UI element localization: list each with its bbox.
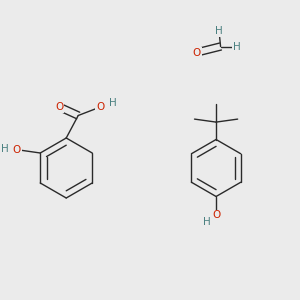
Text: H: H	[1, 143, 9, 154]
Text: O: O	[55, 102, 64, 112]
Text: O: O	[96, 102, 104, 112]
Text: H: H	[203, 217, 211, 227]
Text: H: H	[232, 41, 240, 52]
Text: O: O	[13, 145, 21, 155]
Text: O: O	[212, 210, 220, 220]
Text: O: O	[193, 47, 201, 58]
Text: H: H	[110, 98, 117, 109]
Text: H: H	[215, 26, 223, 37]
